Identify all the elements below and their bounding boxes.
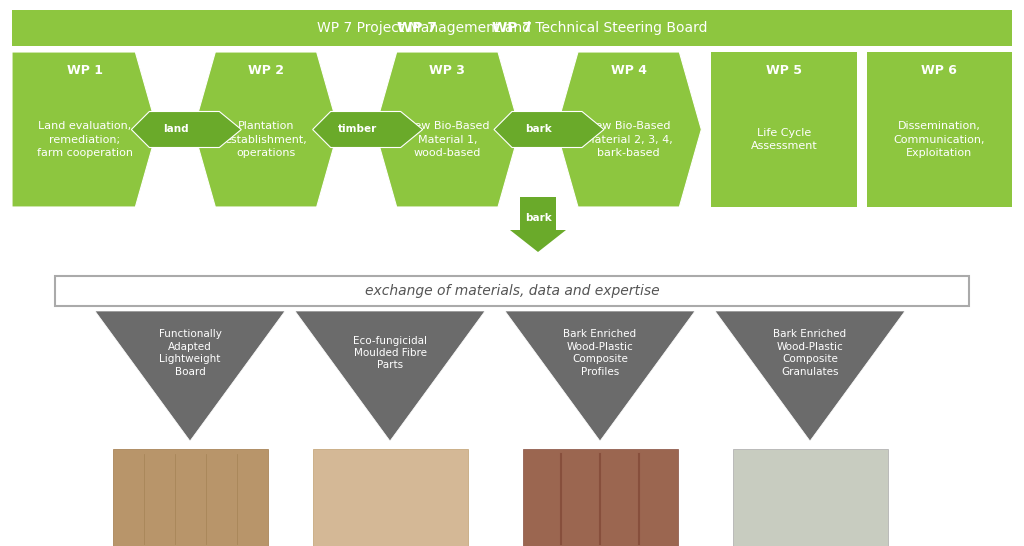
Bar — [312, 449, 468, 546]
Polygon shape — [12, 52, 158, 207]
Polygon shape — [375, 52, 520, 207]
Bar — [712, 52, 857, 207]
Polygon shape — [510, 197, 566, 252]
Polygon shape — [295, 311, 485, 441]
Text: Eco-fungicidal
Moulded Fibre
Parts: Eco-fungicidal Moulded Fibre Parts — [353, 336, 427, 370]
Polygon shape — [194, 52, 339, 207]
Text: WP 7 Project Management and Technical Steering Board: WP 7 Project Management and Technical St… — [316, 21, 708, 35]
Text: WP 5: WP 5 — [766, 63, 802, 76]
Text: WP 1: WP 1 — [67, 63, 102, 76]
Text: Life Cycle
Assessment: Life Cycle Assessment — [751, 128, 817, 151]
Text: land: land — [164, 124, 189, 134]
Text: New Bio-Based
Material 1,
wood-based: New Bio-Based Material 1, wood-based — [406, 121, 489, 158]
Polygon shape — [95, 311, 285, 441]
Bar — [113, 449, 267, 546]
Polygon shape — [556, 52, 701, 207]
Text: bark: bark — [524, 213, 551, 223]
Text: Bark Enriched
Wood-Plastic
Composite
Granulates: Bark Enriched Wood-Plastic Composite Gra… — [773, 329, 847, 377]
Text: bark: bark — [525, 124, 552, 134]
Bar — [732, 449, 888, 546]
Bar — [522, 449, 678, 546]
Text: WP 7: WP 7 — [492, 21, 532, 35]
Text: Dissemination,
Communication,
Exploitation: Dissemination, Communication, Exploitati… — [894, 121, 985, 158]
Bar — [866, 52, 1012, 207]
Text: Land evaluation,
remediation;
farm cooperation: Land evaluation, remediation; farm coope… — [37, 121, 133, 158]
Polygon shape — [715, 311, 905, 441]
Polygon shape — [312, 111, 423, 147]
Text: Plantation
establishment,
operations: Plantation establishment, operations — [224, 121, 307, 158]
Text: WP 4: WP 4 — [610, 63, 647, 76]
Bar — [12, 10, 1012, 46]
Text: Bark Enriched
Wood-Plastic
Composite
Profiles: Bark Enriched Wood-Plastic Composite Pro… — [563, 329, 637, 377]
Polygon shape — [505, 311, 695, 441]
Text: WP 7: WP 7 — [397, 21, 437, 35]
Text: WP 3: WP 3 — [429, 63, 465, 76]
Text: Functionally
Adapted
Lightweight
Board: Functionally Adapted Lightweight Board — [159, 329, 221, 377]
Text: WP 2: WP 2 — [248, 63, 284, 76]
Text: New Bio-Based
Material 2, 3, 4,
bark-based: New Bio-Based Material 2, 3, 4, bark-bas… — [585, 121, 673, 158]
Polygon shape — [131, 111, 242, 147]
Text: timber: timber — [338, 124, 377, 134]
Text: exchange of materials, data and expertise: exchange of materials, data and expertis… — [365, 284, 659, 298]
Bar — [55, 276, 969, 306]
Text: WP 6: WP 6 — [922, 63, 957, 76]
Polygon shape — [494, 111, 604, 147]
